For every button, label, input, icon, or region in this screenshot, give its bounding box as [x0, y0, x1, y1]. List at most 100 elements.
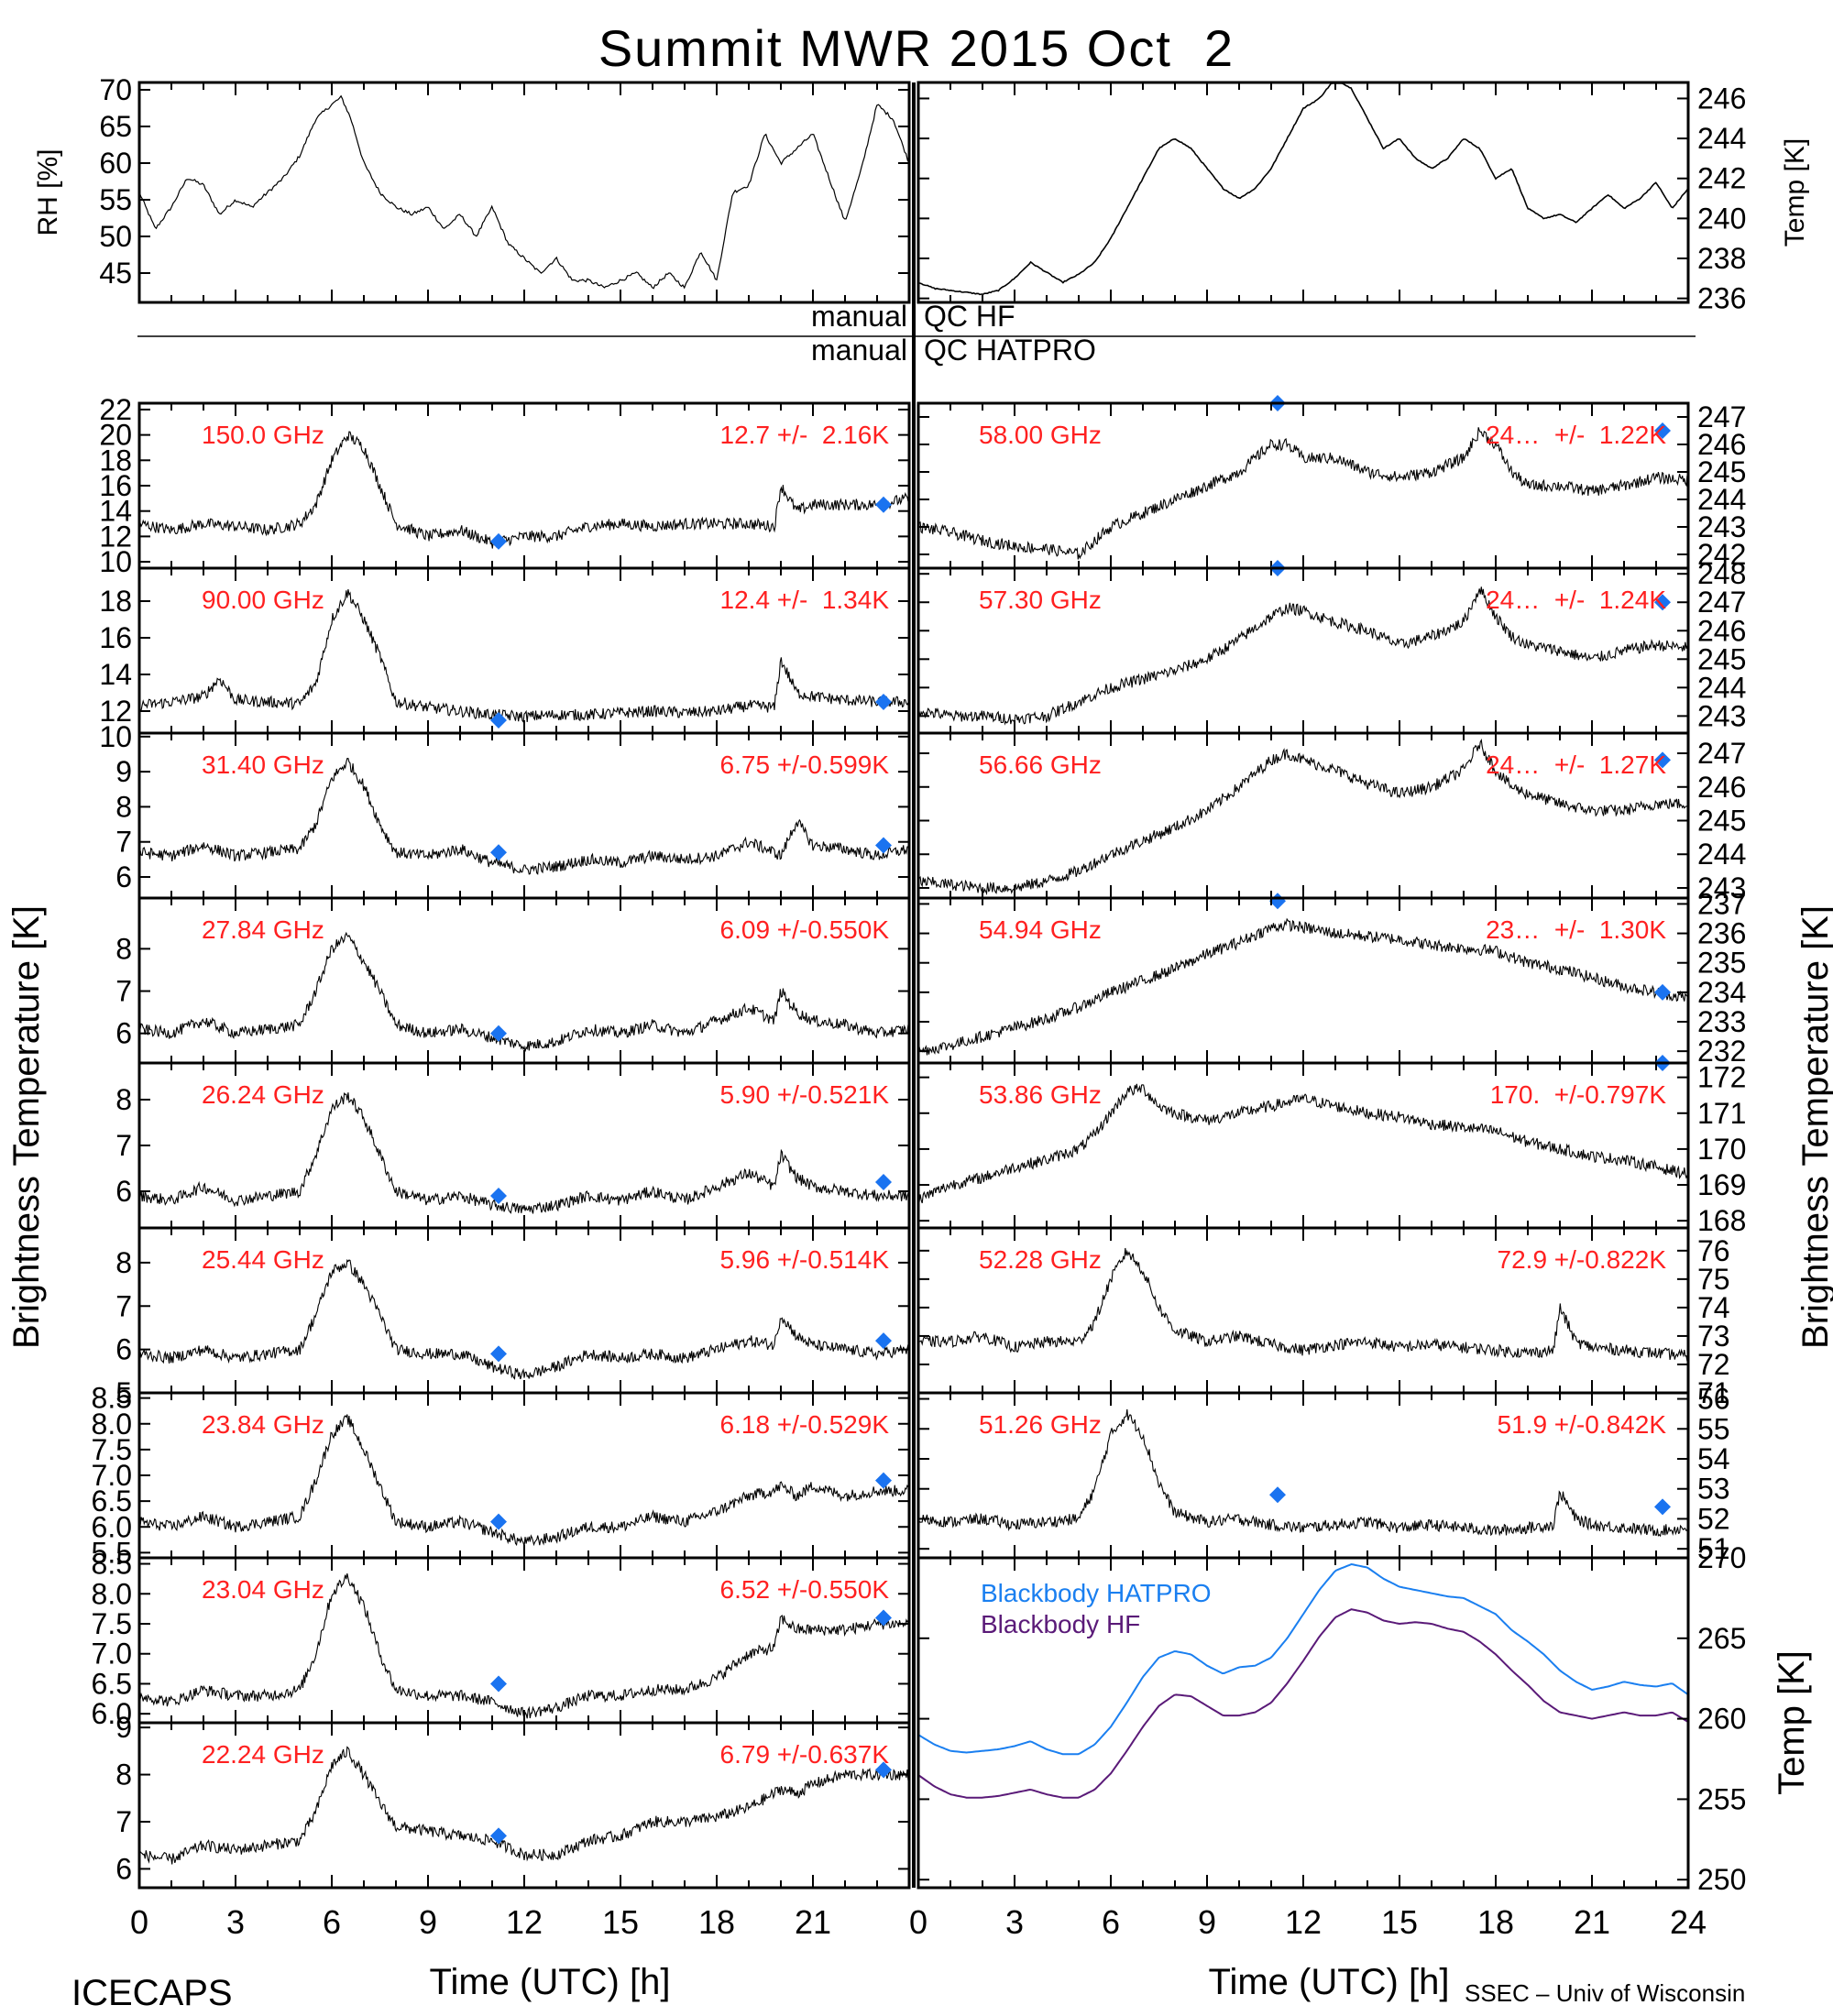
rh-panel-tick-label: 60	[99, 147, 132, 180]
panel-27.84-sounding-point	[490, 1024, 507, 1042]
x-tick-label-right: 6	[1102, 1903, 1120, 1941]
panel-56.66-tick-label: 244	[1697, 838, 1746, 871]
panel-22.24-sounding-point	[875, 1761, 892, 1779]
panel-27.84-tick-label: 7	[115, 975, 132, 1008]
panel-25.44-tick-label: 5	[115, 1376, 132, 1409]
rh-panel-tick-label: 65	[99, 110, 132, 143]
x-tick-label-right: 15	[1381, 1903, 1418, 1941]
qc-manual-hatpro: manual	[811, 334, 907, 367]
x-tick-label-left: 3	[226, 1903, 245, 1941]
panel-57.30-tick-label: 246	[1697, 614, 1746, 647]
panel-26.24-tick-label: 6	[115, 1175, 132, 1208]
panel-23.84-tick-label: 8.5	[92, 1382, 132, 1415]
panel-150.00-sounding-point	[875, 496, 892, 513]
panel-26.24-tick-label: 8	[115, 1083, 132, 1116]
bb-panel-tick-label: 265	[1697, 1622, 1746, 1655]
panel-57.30-stat-label: 24… +/- 1.24K	[1486, 586, 1666, 614]
panel-56.66-sounding-point	[1654, 751, 1671, 769]
panel-51.26-tick-label: 51	[1697, 1532, 1730, 1565]
panel-58.00-tick-label: 247	[1697, 400, 1746, 433]
panel-51.26-tick-label: 52	[1697, 1502, 1730, 1535]
panel-23.84-tick-label: 5.5	[92, 1536, 132, 1569]
panel-90.00-trace	[138, 589, 910, 724]
panel-57.30-freq-label: 57.30 GHz	[979, 586, 1102, 614]
temp-panel-tick-label: 244	[1697, 122, 1746, 155]
rh-panel-tick-label: 45	[99, 257, 132, 290]
panel-56.66-tick-label: 246	[1697, 771, 1746, 804]
panel-56.66-stat-label: 24… +/- 1.27K	[1486, 751, 1666, 779]
panel-23.84-tick-label: 8.0	[92, 1408, 132, 1441]
panel-56.66-tick-label: 247	[1697, 737, 1746, 770]
panel-22.24-tick-label: 8	[115, 1759, 132, 1791]
temp-panel-tick-label: 240	[1697, 202, 1746, 235]
panel-51.26-trace	[917, 1408, 1689, 1538]
panel-31.40-tick-label: 8	[115, 790, 132, 823]
x-tick-label-left: 15	[602, 1903, 639, 1941]
panel-26.24-sounding-point	[490, 1188, 507, 1204]
rh-axis-title: RH [%]	[33, 148, 63, 236]
panel-27.84-trace	[138, 931, 910, 1052]
panel-22.24-tick-label: 6	[115, 1852, 132, 1885]
panel-53.86-trace	[917, 1083, 1688, 1204]
x-tick-label-left: 6	[323, 1903, 341, 1941]
panel-26.24-tick-label: 7	[115, 1129, 132, 1162]
panel-54.94-tick-label: 235	[1697, 947, 1746, 980]
panel-23.04-tick-label: 7.0	[92, 1638, 132, 1671]
panel-54.94-tick-label: 232	[1697, 1035, 1746, 1068]
qc-hatpro-label: QC HATPRO	[924, 334, 1096, 367]
panel-22.24-freq-label: 22.24 GHz	[202, 1740, 324, 1769]
panel-58.00-tick-label: 245	[1697, 455, 1746, 488]
panel-25.44-tick-label: 7	[115, 1289, 132, 1322]
panel-53.86-stat-label: 170. +/-0.797K	[1490, 1080, 1667, 1109]
panel-51.26-stat-label: 51.9 +/-0.842K	[1498, 1410, 1667, 1439]
panel-52.28-tick-label: 74	[1697, 1291, 1730, 1324]
panel-54.94-freq-label: 54.94 GHz	[979, 915, 1102, 944]
panel-58.00-tick-label: 246	[1697, 428, 1746, 461]
panel-23.04-tick-label: 6.5	[92, 1667, 132, 1700]
panel-22.24-stat-label: 6.79 +/-0.637K	[720, 1740, 890, 1769]
panel-31.40-trace	[138, 758, 910, 875]
panel-56.66-tick-label: 243	[1697, 871, 1746, 904]
panel-52.28-tick-label: 76	[1697, 1234, 1730, 1267]
panel-23.84-stat-label: 6.18 +/-0.529K	[720, 1410, 890, 1439]
temp-panel-tick-label: 246	[1697, 82, 1746, 115]
panel-150.00-tick-label: 22	[99, 393, 132, 426]
bb-hf-legend: Blackbody HF	[981, 1610, 1140, 1638]
rh-panel-tick-label: 70	[99, 73, 132, 106]
panel-54.94-tick-label: 234	[1697, 976, 1746, 1009]
panel-22.24-tick-label: 9	[115, 1711, 132, 1744]
bb-panel-tick-label: 255	[1697, 1782, 1746, 1815]
panel-23.84-sounding-point	[875, 1472, 892, 1489]
temp-panel-tick-label: 236	[1697, 282, 1746, 315]
panel-51.26-sounding-point	[1269, 1486, 1286, 1504]
panel-25.44-sounding-point	[875, 1332, 892, 1350]
panel-57.30-sounding-point	[1654, 594, 1671, 611]
panel-25.44-sounding-point	[490, 1345, 507, 1363]
panel-90.00-tick-label: 12	[99, 695, 132, 728]
panel-90.00-sounding-point	[490, 712, 507, 729]
panel-54.94-tick-label: 233	[1697, 1005, 1746, 1038]
bb-panel-frame	[916, 1556, 1690, 1890]
panel-23.04-stat-label: 6.52 +/-0.550K	[720, 1575, 890, 1604]
panel-150.00-sounding-point	[490, 532, 507, 550]
bb-panel-tick-label: 260	[1697, 1703, 1746, 1736]
panel-51.26-tick-label: 56	[1697, 1383, 1730, 1416]
temp-panel-tick-label: 242	[1697, 162, 1746, 195]
x-axis-title-right: Time (UTC) [h]	[1209, 1962, 1450, 2002]
panel-150.00-trace	[138, 431, 910, 549]
x-tick-label-right: 3	[1005, 1903, 1024, 1941]
bb-hatpro-line	[917, 1562, 1689, 1756]
panel-57.30-tick-label: 245	[1697, 642, 1746, 675]
panel-51.26-tick-label: 55	[1697, 1412, 1730, 1445]
panel-150.00-tick-label: 20	[99, 419, 132, 452]
panel-25.44-stat-label: 5.96 +/-0.514K	[720, 1245, 890, 1274]
panel-56.66-trace	[917, 738, 1689, 896]
panel-56.66-tick-label: 245	[1697, 805, 1746, 838]
rh-trace	[138, 94, 910, 290]
x-tick-label-left: 21	[795, 1903, 831, 1941]
panel-150.00-tick-label: 12	[99, 520, 132, 553]
panel-31.40-tick-label: 9	[115, 755, 132, 788]
panel-27.84-freq-label: 27.84 GHz	[202, 915, 324, 944]
